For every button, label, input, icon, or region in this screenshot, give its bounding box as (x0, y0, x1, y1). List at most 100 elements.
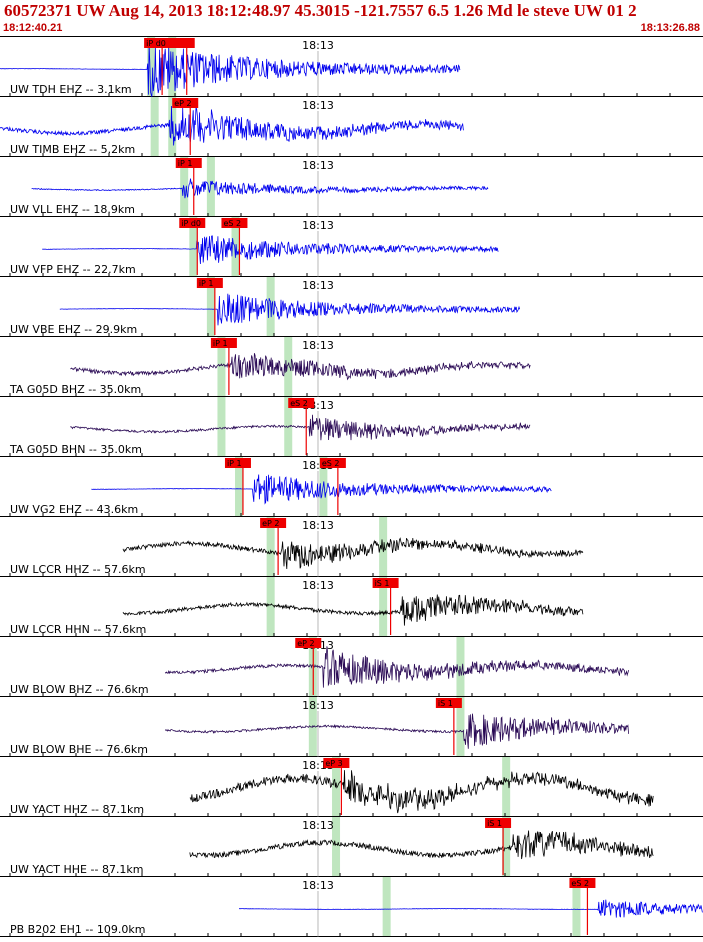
pick-flag-label: iP 1 (227, 459, 242, 468)
pick-flag-label: iP 1 (199, 279, 214, 288)
station-label: UW VLL EHZ -- 18.9km (10, 203, 135, 216)
seismogram-svg[interactable]: 18:13 iP d0 UW TDH EHZ -- 3.1km 18:13 eP 2 UW… (0, 37, 703, 938)
waveform-trace (189, 830, 654, 860)
time-tick-label: 18:13 (302, 579, 334, 592)
pick-flag (144, 38, 171, 48)
pick-band (217, 337, 226, 397)
pick-flag-label: eS 2 (322, 459, 340, 468)
event-title: 60572371 UW Aug 14, 2013 18:12:48.97 45.… (4, 1, 637, 20)
pick-flag-label: eP 3 (325, 759, 342, 768)
pick-band (456, 697, 465, 757)
station-label: UW BLOW BHE -- 76.6km (10, 743, 148, 756)
waveform-trace (91, 474, 552, 505)
waveform-trace (0, 42, 461, 97)
pick-band (379, 577, 388, 637)
pick-band (206, 277, 215, 337)
pick-flag (435, 698, 462, 708)
pick-band (266, 517, 275, 577)
station-label: UW YACT HHZ -- 87.1km (10, 803, 144, 816)
waveform-trace (122, 537, 584, 570)
time-tick-label: 18:13 (302, 279, 334, 292)
pick-band (502, 817, 511, 877)
event-header: 60572371 UW Aug 14, 2013 18:12:48.97 45.… (0, 0, 703, 37)
pick-flag (485, 818, 512, 828)
pick-flag-label: iP d0 (146, 39, 166, 48)
pick-flag (224, 458, 251, 468)
pick-flag-label: iS 1 (487, 819, 502, 828)
pick-flag (168, 38, 195, 48)
pick-flag (221, 218, 248, 228)
waveform-trace (122, 594, 584, 626)
time-tick-label: 18:13 (302, 879, 334, 892)
time-tick-label: 18:13 (302, 699, 334, 712)
pick-flag-label: iP 1 (178, 159, 193, 168)
pick-flag-label: eS 2 (290, 399, 308, 408)
waveform-trace (42, 235, 499, 265)
pick-flag-label: eS 2 (223, 219, 241, 228)
pick-band (150, 97, 159, 157)
pick-flag (295, 638, 322, 648)
time-tick-label: 18:13 (302, 219, 334, 232)
pick-flag-label: eP 2 (262, 519, 279, 528)
pick-flag (196, 278, 223, 288)
pick-flag (210, 338, 237, 348)
pick-band (572, 877, 581, 937)
waveform-trace (189, 770, 654, 814)
pick-flag-label: iS 1 (375, 579, 390, 588)
station-label: UW LCCR HHN -- 57.6km (10, 623, 146, 636)
pick-flag-label: eP 2 (297, 639, 314, 648)
seismogram-panels[interactable]: 18:13 iP d0 UW TDH EHZ -- 3.1km 18:13 eP 2 UW… (0, 37, 703, 938)
station-label: UW BLOW BHZ -- 76.6km (10, 683, 149, 696)
pick-flag (175, 158, 202, 168)
pick-band (456, 637, 465, 697)
pick-band (332, 757, 341, 817)
pick-band (147, 37, 156, 97)
waveform-trace (70, 353, 531, 381)
waveform-trace (239, 899, 703, 918)
waveform-trace (0, 105, 464, 146)
pick-flag (569, 878, 596, 888)
pick-flag-label: eS 2 (571, 879, 589, 888)
pick-band (332, 817, 341, 877)
pick-band (235, 457, 244, 517)
pick-band (284, 337, 293, 397)
pick-flag-label: iP d0 (181, 219, 201, 228)
pick-flag-label: iP 1 (213, 339, 228, 348)
time-tick-label: 18:13 (302, 99, 334, 112)
pick-flag (372, 578, 399, 588)
time-tick-label: 18:13 (302, 519, 334, 532)
pick-flag (179, 218, 206, 228)
station-label: UW LCCR HHZ -- 57.6km (10, 563, 146, 576)
waveform-trace (164, 646, 629, 688)
pick-band (206, 157, 215, 217)
pick-band (266, 577, 275, 637)
time-tick-label: 18:13 (302, 819, 334, 832)
pick-flag (288, 398, 315, 408)
station-label: TA G05D BHZ -- 35.0km (9, 383, 141, 396)
station-label: TA G05D BHN -- 35.0km (9, 443, 142, 456)
pick-flag (323, 758, 350, 768)
pick-flag-label: eP 2 (174, 99, 191, 108)
pick-band (382, 877, 391, 937)
pick-band (379, 517, 388, 577)
pick-flag (319, 458, 346, 468)
pick-band (308, 697, 317, 757)
station-label: UW VBE EHZ -- 29.9km (10, 323, 137, 336)
station-label: UW VFP EHZ -- 22.7km (10, 263, 136, 276)
pick-band (217, 397, 226, 457)
station-label: UW TIMB EHZ -- 5.2km (10, 143, 135, 156)
window-start-time: 18:12:40.21 (3, 22, 63, 34)
waveform-trace (164, 713, 629, 749)
window-end-time: 18:13:26.88 (640, 22, 700, 34)
station-label: UW VG2 EHZ -- 43.6km (10, 503, 138, 516)
pick-flag (172, 98, 199, 108)
pick-band (189, 217, 198, 277)
pick-band (231, 217, 240, 277)
pick-band (502, 757, 511, 817)
waveform-trace (70, 414, 531, 441)
time-tick-label: 18:13 (302, 39, 334, 52)
waveform-trace (31, 178, 489, 199)
station-label: UW TDH EHZ -- 3.1km (10, 83, 132, 96)
station-label: PB B202 EH1 -- 109.0km (10, 923, 145, 936)
pick-flag-label: iS 1 (438, 699, 453, 708)
